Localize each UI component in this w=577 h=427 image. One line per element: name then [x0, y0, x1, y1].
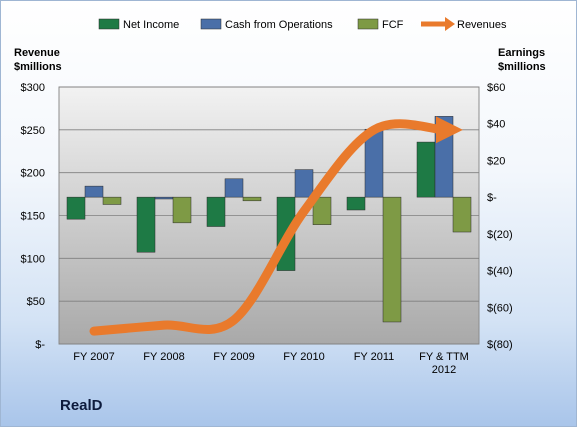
left-tick-label: $100: [21, 253, 45, 265]
legend-label-net-income: Net Income: [123, 19, 179, 31]
legend-swatch-net-income: [98, 18, 120, 30]
bar-net-income-2: [206, 196, 226, 227]
right-axis-title: Earnings: [498, 47, 545, 59]
bar-fcf-2: [242, 196, 262, 202]
bar-net-income-5: [416, 141, 436, 198]
legend-label-revenues: Revenues: [457, 19, 507, 31]
legend: Net Income Cash from Operations FCF Revenue…: [98, 17, 507, 31]
legend-label-fcf: FCF: [382, 19, 404, 31]
category-label: FY 2008: [143, 351, 184, 363]
right-tick-label: $-: [487, 192, 497, 204]
bar-cash-from-operations-0: [84, 185, 104, 198]
left-tick-label: $150: [21, 211, 45, 223]
right-tick-label: $(60): [487, 302, 513, 314]
bar-net-income-4: [346, 196, 366, 211]
bar-cash-from-operations-2: [224, 178, 244, 198]
bar-net-income-0: [66, 196, 86, 220]
right-tick-label: $60: [487, 82, 505, 94]
left-tick-label: $-: [35, 339, 45, 351]
legend-swatch-fcf: [357, 18, 379, 30]
bar-fcf-0: [102, 196, 122, 205]
bar-fcf-5: [452, 196, 472, 233]
category-label: FY 2007: [73, 351, 114, 363]
left-axis-title: Revenue: [14, 47, 60, 59]
right-tick-label: $(40): [487, 266, 513, 278]
right-tick-label: $40: [487, 119, 505, 131]
legend-swatch-cash-from-operations: [200, 18, 222, 30]
category-label: FY 2011: [354, 351, 395, 363]
right-tick-label: $(20): [487, 229, 513, 241]
legend-arrow-revenues: [445, 17, 455, 31]
bar-fcf-3: [312, 196, 332, 225]
bar-fcf-4: [382, 196, 402, 323]
bar-net-income-1: [136, 196, 156, 253]
right-tick-label: $(80): [487, 339, 513, 351]
legend-label-cash-from-operations: Cash from Operations: [225, 19, 333, 31]
category-label: 2012: [432, 364, 456, 376]
category-label: FY & TTM: [419, 351, 469, 363]
revenues-line: [89, 116, 463, 336]
left-axis-title: $millions: [14, 61, 62, 73]
left-tick-label: $200: [21, 168, 45, 180]
category-label: FY 2009: [213, 351, 254, 363]
left-tick-label: $50: [27, 296, 45, 308]
left-tick-label: $300: [21, 82, 45, 94]
bar-cash-from-operations-1: [154, 196, 174, 200]
right-tick-label: $20: [487, 155, 505, 167]
category-label: FY 2010: [283, 351, 324, 363]
bar-cash-from-operations-3: [294, 169, 314, 198]
right-axis-title: $millions: [498, 61, 546, 73]
left-tick-label: $250: [21, 125, 45, 137]
bar-fcf-1: [172, 196, 192, 224]
company-name: RealD: [60, 397, 103, 414]
